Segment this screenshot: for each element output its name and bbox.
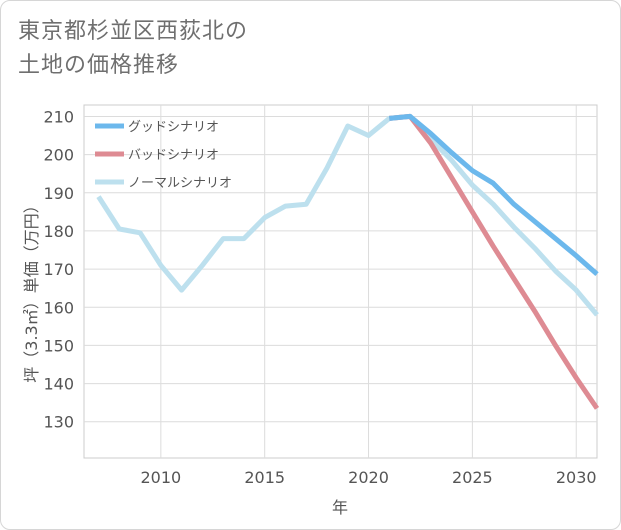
series-lines [96, 113, 600, 410]
x-tick-label: 2015 [244, 468, 285, 487]
y-tick-labels: 130 140 150 160 170 180 190 200 210 [43, 107, 74, 431]
x-axis-title: 年 [332, 498, 348, 517]
legend-label: バッドシナリオ [128, 148, 219, 163]
x-tick-labels: 2010 2015 2020 2025 2030 [140, 468, 596, 487]
y-tick-label: 210 [43, 107, 74, 126]
y-axis-title: 坪（3.3㎡）単価（万円） [22, 197, 41, 382]
x-tick-label: 2030 [556, 468, 597, 487]
series-line [389, 113, 599, 276]
y-tick-label: 160 [43, 298, 74, 317]
y-tick-label: 180 [43, 222, 74, 241]
x-tick-label: 2020 [348, 468, 389, 487]
x-tick-label: 2025 [452, 468, 493, 487]
x-tick-label: 2010 [140, 468, 181, 487]
y-tick-label: 170 [43, 260, 74, 279]
y-tick-label: 130 [43, 413, 74, 432]
grid-lines [84, 105, 597, 458]
title-line-2: 土地の価格推移 [18, 53, 180, 78]
chart-title: 東京都杉並区西荻北の 土地の価格推移 [18, 15, 378, 83]
plot-area [83, 104, 598, 459]
series-line [389, 113, 600, 410]
legend-label: ノーマルシナリオ [128, 176, 232, 191]
legend-label: グッドシナリオ [128, 120, 219, 135]
y-tick-label: 150 [43, 336, 74, 355]
y-tick-label: 190 [43, 184, 74, 203]
y-tick-label: 140 [43, 375, 74, 394]
y-tick-label: 200 [43, 146, 74, 165]
series-line [96, 113, 599, 317]
title-line-1: 東京都杉並区西荻北の [18, 19, 249, 44]
